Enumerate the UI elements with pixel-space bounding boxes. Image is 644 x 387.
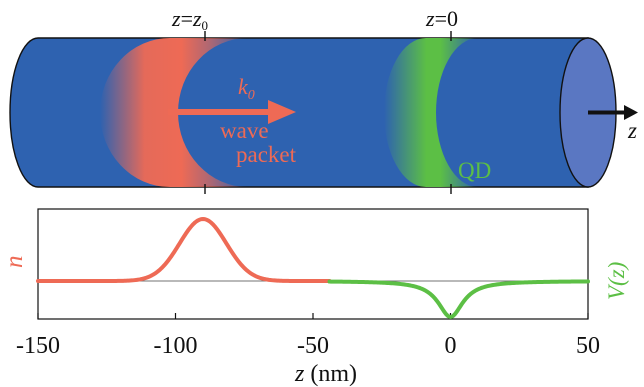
k0-arrow — [168, 100, 296, 124]
x-tick-label: -150 — [16, 333, 60, 359]
x-tick-label: -50 — [297, 333, 329, 359]
packet-label: packet — [236, 142, 297, 167]
z-equals-z0-label: z=z0 — [171, 6, 208, 33]
wave-packet-curve — [36, 217, 332, 283]
n-axis-label: n — [1, 256, 28, 269]
plot-frame — [37, 208, 589, 320]
v-axis-label: V(z) — [604, 262, 629, 300]
z-axis-arrow-label: z — [627, 118, 637, 143]
profile-plot: -150 -100 -50 0 50 — [16, 208, 600, 359]
x-tick-label: 0 — [445, 333, 457, 359]
potential-curve — [327, 279, 590, 319]
nanowire-cylinder — [9, 37, 617, 188]
x-tick-label: -100 — [154, 333, 198, 359]
k0-label: k0 — [238, 74, 255, 103]
z-axis-arrow — [588, 105, 638, 120]
cylinder-body — [9, 37, 589, 188]
x-tick-label: 50 — [576, 333, 600, 359]
x-axis-title: z (nm) — [294, 361, 357, 387]
wave-label: wave — [220, 118, 269, 143]
qd-label: QD — [458, 158, 491, 183]
quantum-dot-glow — [384, 38, 478, 187]
x-ticks: -150 -100 -50 0 50 — [16, 313, 600, 359]
z-equals-zero-label: z=0 — [425, 6, 458, 31]
